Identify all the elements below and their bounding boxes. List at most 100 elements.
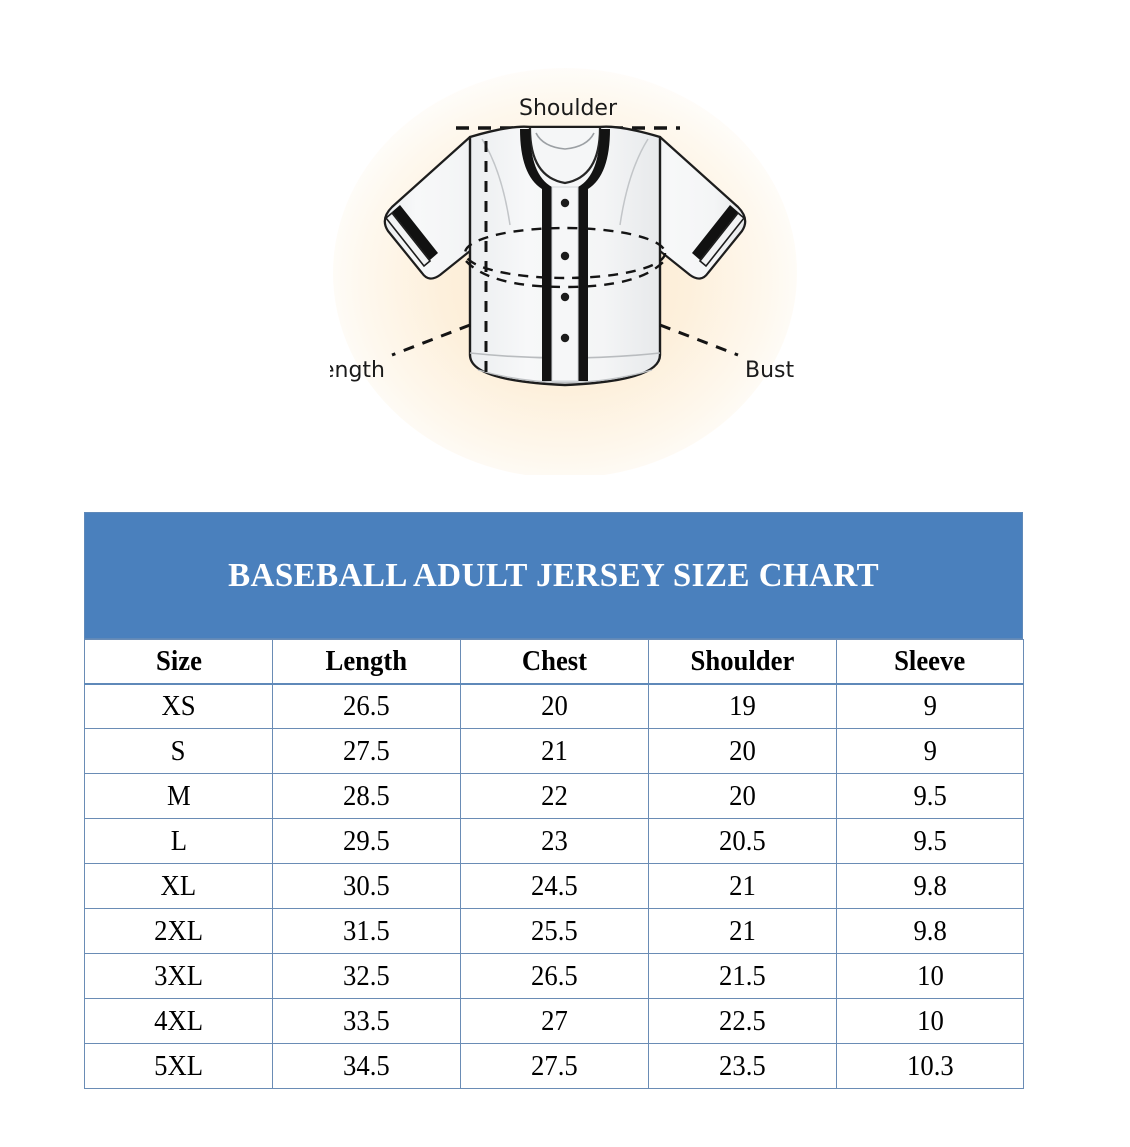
cell-shoulder-value: 21 xyxy=(729,914,756,947)
cell-chest: 20 xyxy=(460,683,649,729)
table-row: S 27.5 21 20 9 xyxy=(84,728,1024,774)
cell-size-value: 5XL xyxy=(154,1049,203,1082)
bust-leader-line xyxy=(659,323,739,357)
cell-size: 3XL xyxy=(84,953,273,999)
cell-chest-value: 26.5 xyxy=(531,959,578,992)
column-header-size: Size xyxy=(84,639,273,685)
table-row: M 28.5 22 20 9.5 xyxy=(84,773,1024,819)
cell-sleeve-value: 10.3 xyxy=(906,1049,954,1082)
right-cuff-stripe xyxy=(692,205,738,260)
cell-chest: 27.5 xyxy=(460,1043,649,1089)
length-label: Length xyxy=(330,358,385,383)
left-cuff-stripe xyxy=(392,205,438,260)
cell-sleeve: 9.5 xyxy=(836,818,1024,864)
cell-chest: 25.5 xyxy=(460,908,649,954)
cell-length-value: 29.5 xyxy=(343,824,390,857)
cell-sleeve-value: 9 xyxy=(923,689,937,722)
placket-left-stripe xyxy=(520,129,552,381)
jersey-collar-inner xyxy=(535,132,595,150)
cell-shoulder-value: 21 xyxy=(729,869,756,902)
cell-shoulder-value: 20 xyxy=(729,734,756,767)
jersey-hem-curve xyxy=(477,369,653,384)
jersey-button xyxy=(560,198,570,208)
cell-sleeve-value: 9.8 xyxy=(913,869,947,902)
cell-shoulder-value: 23.5 xyxy=(719,1049,766,1082)
cell-size: XS xyxy=(84,683,273,729)
cell-length-value: 33.5 xyxy=(343,1004,390,1037)
cell-shoulder-value: 20 xyxy=(729,779,756,812)
cell-sleeve: 10 xyxy=(836,953,1024,999)
cell-chest-value: 27.5 xyxy=(531,1049,578,1082)
cell-sleeve: 10.3 xyxy=(836,1043,1024,1089)
cell-size: S xyxy=(84,728,273,774)
jersey-button xyxy=(560,333,570,343)
column-header-length-label: Length xyxy=(325,644,408,677)
cell-chest: 22 xyxy=(460,773,649,819)
placket-band xyxy=(551,186,579,382)
table-row: XL 30.5 24.5 21 9.8 xyxy=(84,863,1024,909)
shoulder-label: Shoulder xyxy=(519,96,618,121)
length-leader-line xyxy=(391,323,471,357)
cell-chest-value: 24.5 xyxy=(531,869,578,902)
cell-sleeve-value: 9.5 xyxy=(913,779,947,812)
cell-size-value: XL xyxy=(160,869,197,902)
cell-chest: 23 xyxy=(460,818,649,864)
cell-size: 5XL xyxy=(84,1043,273,1089)
chart-title-bar: BASEBALL ADULT JERSEY SIZE CHART xyxy=(84,512,1023,639)
column-header-chest: Chest xyxy=(460,639,649,685)
cell-sleeve-value: 9 xyxy=(923,734,937,767)
cell-length: 26.5 xyxy=(272,683,461,729)
cell-length-value: 26.5 xyxy=(343,689,390,722)
cell-shoulder: 21 xyxy=(648,908,837,954)
cell-length: 29.5 xyxy=(272,818,461,864)
cell-shoulder: 21.5 xyxy=(648,953,837,999)
cell-chest-value: 25.5 xyxy=(531,914,578,947)
jersey-diagram-area: Shoulder Length Bust xyxy=(0,0,1130,500)
column-header-length: Length xyxy=(272,639,461,685)
cell-sleeve: 9 xyxy=(836,683,1024,729)
cell-shoulder-value: 22.5 xyxy=(719,1004,766,1037)
right-shoulder-seam xyxy=(619,138,649,226)
left-cuff-edge xyxy=(384,211,432,268)
cell-shoulder-value: 20.5 xyxy=(719,824,766,857)
jersey-figure: Shoulder Length Bust xyxy=(330,55,800,475)
column-header-size-label: Size xyxy=(155,644,202,677)
cell-size-value: XS xyxy=(161,689,196,722)
cell-size: L xyxy=(84,818,273,864)
cell-sleeve: 9.8 xyxy=(836,863,1024,909)
column-header-sleeve: Sleeve xyxy=(836,639,1024,685)
jersey-button xyxy=(560,251,570,261)
cell-size-value: M xyxy=(166,779,191,812)
cell-size: 4XL xyxy=(84,998,273,1044)
cell-size-value: 4XL xyxy=(154,1004,203,1037)
column-header-sleeve-label: Sleeve xyxy=(894,644,966,677)
placket-right-stripe xyxy=(578,129,610,381)
cell-sleeve-value: 10 xyxy=(916,1004,944,1037)
cell-size: 2XL xyxy=(84,908,273,954)
cell-size: XL xyxy=(84,863,273,909)
cell-size-value: 2XL xyxy=(154,914,203,947)
cell-sleeve: 9 xyxy=(836,728,1024,774)
cell-shoulder: 21 xyxy=(648,863,837,909)
cell-shoulder: 20 xyxy=(648,773,837,819)
table-row: 4XL 33.5 27 22.5 10 xyxy=(84,998,1024,1044)
cell-shoulder: 19 xyxy=(648,683,837,729)
size-chart-table: Size Length Chest Shoulder Sleeve XS 26.… xyxy=(84,639,1024,1089)
cell-length-value: 32.5 xyxy=(343,959,390,992)
cell-chest-value: 27 xyxy=(541,1004,568,1037)
cell-sleeve: 10 xyxy=(836,998,1024,1044)
cell-shoulder: 20.5 xyxy=(648,818,837,864)
right-cuff-edge xyxy=(698,211,746,268)
jersey-collar xyxy=(528,127,602,185)
cell-size-value: 3XL xyxy=(154,959,203,992)
jersey-button xyxy=(560,292,570,302)
cell-shoulder-value: 19 xyxy=(729,689,756,722)
cell-chest: 27 xyxy=(460,998,649,1044)
cell-shoulder: 22.5 xyxy=(648,998,837,1044)
cell-chest-value: 21 xyxy=(541,734,568,767)
cell-sleeve: 9.5 xyxy=(836,773,1024,819)
cell-chest-value: 22 xyxy=(541,779,568,812)
cell-sleeve: 9.8 xyxy=(836,908,1024,954)
cell-chest: 21 xyxy=(460,728,649,774)
cell-length: 34.5 xyxy=(272,1043,461,1089)
